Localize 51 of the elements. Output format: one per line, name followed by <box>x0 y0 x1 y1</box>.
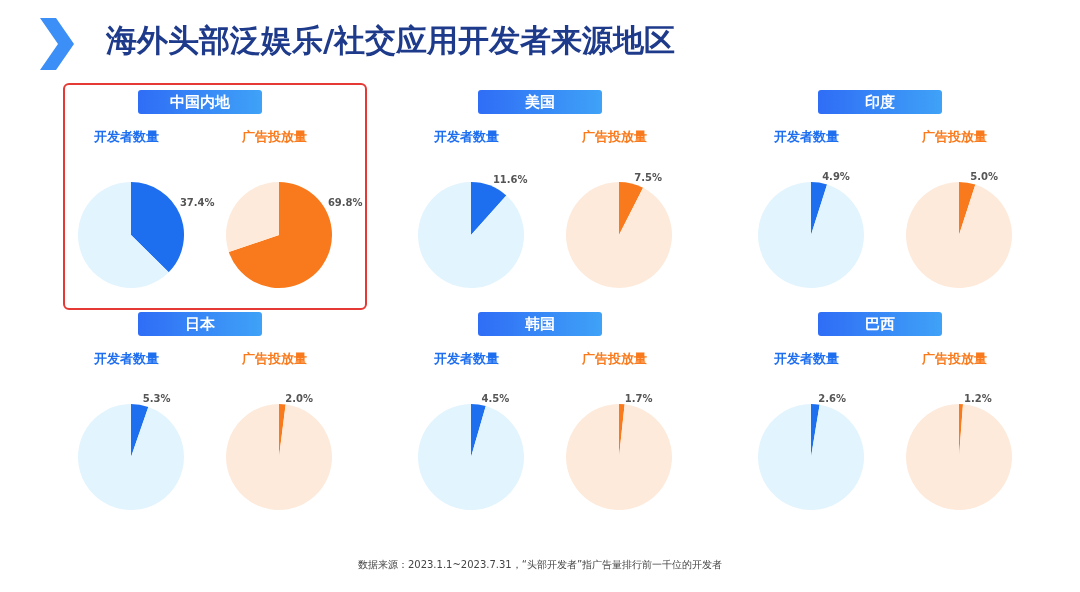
pie-slice <box>471 404 486 457</box>
chart-subtitle: 韩国 <box>478 312 602 336</box>
chart-title: 广告投放量 <box>580 350 648 368</box>
chart-title: 开发者数量 <box>772 350 840 368</box>
data-label: 11.6% <box>492 173 528 185</box>
pie-slice <box>418 404 524 510</box>
pie-slice <box>906 404 1012 510</box>
pie-slice <box>226 404 332 510</box>
chart-subtitle: 中国内地 <box>138 90 262 114</box>
pie-slice <box>619 182 644 235</box>
chart-title: 开发者数量 <box>92 350 160 368</box>
chart-title: 广告投放量 <box>580 128 648 146</box>
data-label: 5.3% <box>142 393 171 405</box>
pie-slice <box>566 182 672 288</box>
chart-title: 开发者数量 <box>432 128 500 146</box>
chart-subtitle: 印度 <box>818 90 942 114</box>
pie-slice <box>959 182 976 235</box>
pie-slice <box>758 182 864 288</box>
text: 海外头部泛娱乐/社交应用开发者来源地区 <box>106 21 676 60</box>
pie-slice <box>906 182 1012 288</box>
data-label: 1.2% <box>964 392 992 404</box>
chart-subtitle: 美国 <box>478 90 602 114</box>
chart-title: 广告投放量 <box>920 128 988 146</box>
pie-slice <box>811 404 820 457</box>
chart-title: 广告投放量 <box>240 350 308 368</box>
chart-title: 广告投放量 <box>240 128 308 146</box>
chart-title: 开发者数量 <box>772 128 840 146</box>
data-label: 37.4% <box>179 197 215 208</box>
data-label: 2.0% <box>285 392 314 404</box>
pie-slice <box>566 404 672 510</box>
data-label: 1.7% <box>624 392 653 404</box>
source-note: 数据来源：2023.1.1~2023.7.31，“头部开发者”指广告量排行前一千位的开发者 <box>356 558 724 572</box>
pie-slice <box>758 404 864 510</box>
pie-slice <box>78 404 184 510</box>
chart-title: 开发者数量 <box>92 128 160 146</box>
pie-slice <box>131 404 149 457</box>
data-label: 4.5% <box>481 393 510 405</box>
data-label: 69.8% <box>327 197 363 208</box>
pie-slice <box>418 182 524 288</box>
data-label: 4.9% <box>822 171 850 183</box>
chart-subtitle: 日本 <box>138 312 262 336</box>
chart-title: 开发者数量 <box>432 350 500 368</box>
chart-title: 广告投放量 <box>920 350 988 368</box>
pie-slice <box>471 182 507 235</box>
data-label: 5.0% <box>970 171 999 183</box>
pie-slice <box>78 182 169 288</box>
pie-slice <box>226 182 279 253</box>
pie-slice <box>811 182 828 235</box>
data-label: 2.6% <box>818 392 847 404</box>
data-label: 7.5% <box>634 171 663 183</box>
chart-subtitle: 巴西 <box>818 312 942 336</box>
